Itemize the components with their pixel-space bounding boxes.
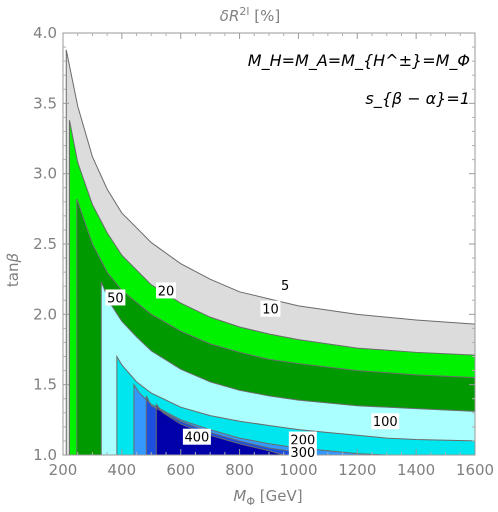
- contour-label-text: 300: [290, 446, 315, 461]
- contour-line-10: [68, 120, 476, 455]
- contour-label-50: 50: [105, 289, 126, 306]
- contour-label-400: 400: [182, 428, 211, 446]
- contour-label-bg: [156, 282, 176, 299]
- contour-label-bg: [260, 300, 281, 317]
- contour-label-5: 5: [279, 276, 292, 294]
- contour-line-100: [116, 354, 476, 455]
- x-tick-label: 200: [49, 461, 78, 479]
- contour-regions: [66, 49, 476, 456]
- y-tick-label: 4.0: [33, 24, 57, 42]
- x-tick-label: 1200: [338, 461, 376, 479]
- contour-label-text: 10: [262, 303, 279, 318]
- contour-label-text: 20: [158, 284, 175, 299]
- y-tick-label: 2.0: [33, 305, 57, 323]
- contour-label-300: 300: [288, 444, 317, 461]
- x-tick-label: 400: [108, 461, 137, 479]
- x-axis-title: MΦ [GeV]: [233, 487, 302, 508]
- contour-label-text: 50: [107, 291, 124, 306]
- x-tick-label: 1600: [456, 461, 494, 479]
- x-tick-label: 800: [225, 461, 254, 479]
- annotation-s-beta-alpha: s_{β − α}=1: [365, 89, 470, 109]
- contour-label-bg: [182, 428, 211, 445]
- contour-label-bg: [371, 413, 400, 430]
- annotation-mass-equality: M_H=M_A=M_{H^±}=M_Φ: [248, 51, 470, 71]
- x-tick-label: 600: [166, 461, 195, 479]
- contour-label-100: 100: [371, 413, 400, 430]
- contour-label-bg: [279, 276, 292, 293]
- x-tick-label: 1400: [397, 461, 435, 479]
- contour-label-bg: [288, 444, 317, 461]
- contour-label-20: 20: [156, 282, 176, 299]
- contour-label-text: 400: [184, 431, 209, 446]
- axis-ticks: 200 400 600 800 1000 1200 1400 1600 1.0 1.5 2.0 2.5…: [33, 24, 494, 479]
- chart-title: δR2l [%]: [220, 5, 280, 25]
- y-tick-label: 1.5: [33, 376, 57, 394]
- contour-line-200: [133, 383, 387, 456]
- y-tick-label: 3.5: [33, 94, 57, 112]
- contour-line-20: [76, 198, 476, 455]
- contour-lines: [65, 49, 476, 456]
- contour-line-5: [65, 49, 476, 455]
- contour-label-bg: [288, 431, 317, 448]
- y-tick-label: 3.0: [33, 165, 57, 183]
- x-tick-label: 1000: [279, 461, 317, 479]
- y-tick-label: 2.5: [33, 235, 57, 253]
- contour-label-text: 100: [373, 415, 398, 430]
- y-axis-title: tanβ: [4, 252, 22, 287]
- y-tick-label: 1.0: [33, 446, 57, 464]
- contour-line-50: [100, 281, 476, 455]
- contour-label-bg: [105, 289, 126, 306]
- contour-label-text: 5: [281, 279, 289, 294]
- contour-label-10: 10: [260, 300, 281, 318]
